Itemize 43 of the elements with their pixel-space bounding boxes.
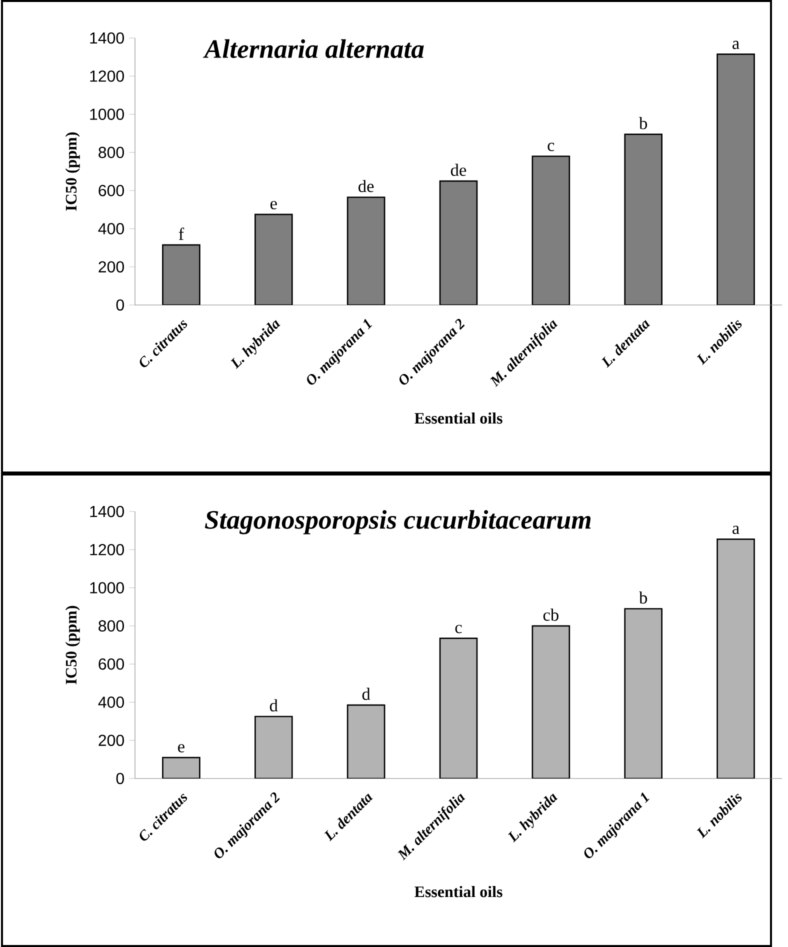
bar	[532, 625, 570, 778]
data-label: f	[178, 228, 184, 240]
y-tick-label: 400	[98, 223, 124, 234]
y-axis-title: IC50 (ppm)	[65, 606, 80, 684]
y-tick-label: 800	[98, 620, 124, 632]
x-axis-title: Essential oils	[414, 412, 502, 424]
y-tick-label: 1400	[90, 32, 124, 44]
chart-title: Alternaria alternata	[202, 39, 424, 58]
y-tick-label: 1000	[90, 582, 124, 594]
data-label: de	[358, 180, 374, 192]
y-tick-label: 200	[98, 261, 124, 273]
data-label: b	[638, 117, 647, 130]
chart-title: Stagonosporopsis cucurbitacearum	[204, 510, 590, 534]
y-tick-label: 600	[98, 184, 124, 196]
y-tick-label: 1000	[90, 108, 124, 120]
data-label: d	[362, 688, 370, 700]
data-label: e	[178, 744, 184, 752]
bar	[162, 756, 200, 778]
x-axis-title: Essential oils	[414, 886, 502, 898]
bar	[624, 608, 662, 778]
bar	[439, 638, 478, 778]
bar	[346, 704, 386, 778]
data-label: cb	[543, 608, 558, 621]
y-tick-label: 1200	[90, 544, 124, 556]
y-tick-label: 800	[98, 146, 124, 158]
data-label: a	[732, 526, 740, 534]
y-tick-label: 600	[98, 658, 124, 670]
data-label: a	[732, 40, 740, 50]
data-label: de	[450, 164, 466, 176]
y-tick-label: 1400	[90, 506, 124, 518]
data-label: b	[638, 591, 647, 604]
data-label: c	[548, 142, 554, 152]
bar	[716, 538, 755, 778]
bar	[254, 716, 293, 778]
data-label: c	[455, 624, 462, 634]
y-tick-label: 0	[116, 299, 124, 311]
y-tick-label: 400	[98, 696, 124, 708]
y-tick-label: 200	[98, 734, 124, 746]
data-label: e	[270, 200, 277, 210]
y-tick-label: 0	[116, 772, 124, 784]
y-tick-label: 1200	[90, 70, 124, 82]
data-label: d	[270, 699, 278, 712]
y-axis-title: IC50 (ppm)	[65, 132, 80, 211]
